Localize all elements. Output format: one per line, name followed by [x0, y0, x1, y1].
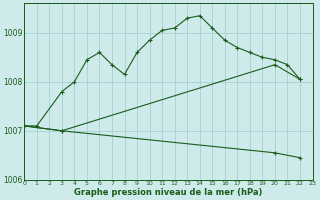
X-axis label: Graphe pression niveau de la mer (hPa): Graphe pression niveau de la mer (hPa): [74, 188, 263, 197]
